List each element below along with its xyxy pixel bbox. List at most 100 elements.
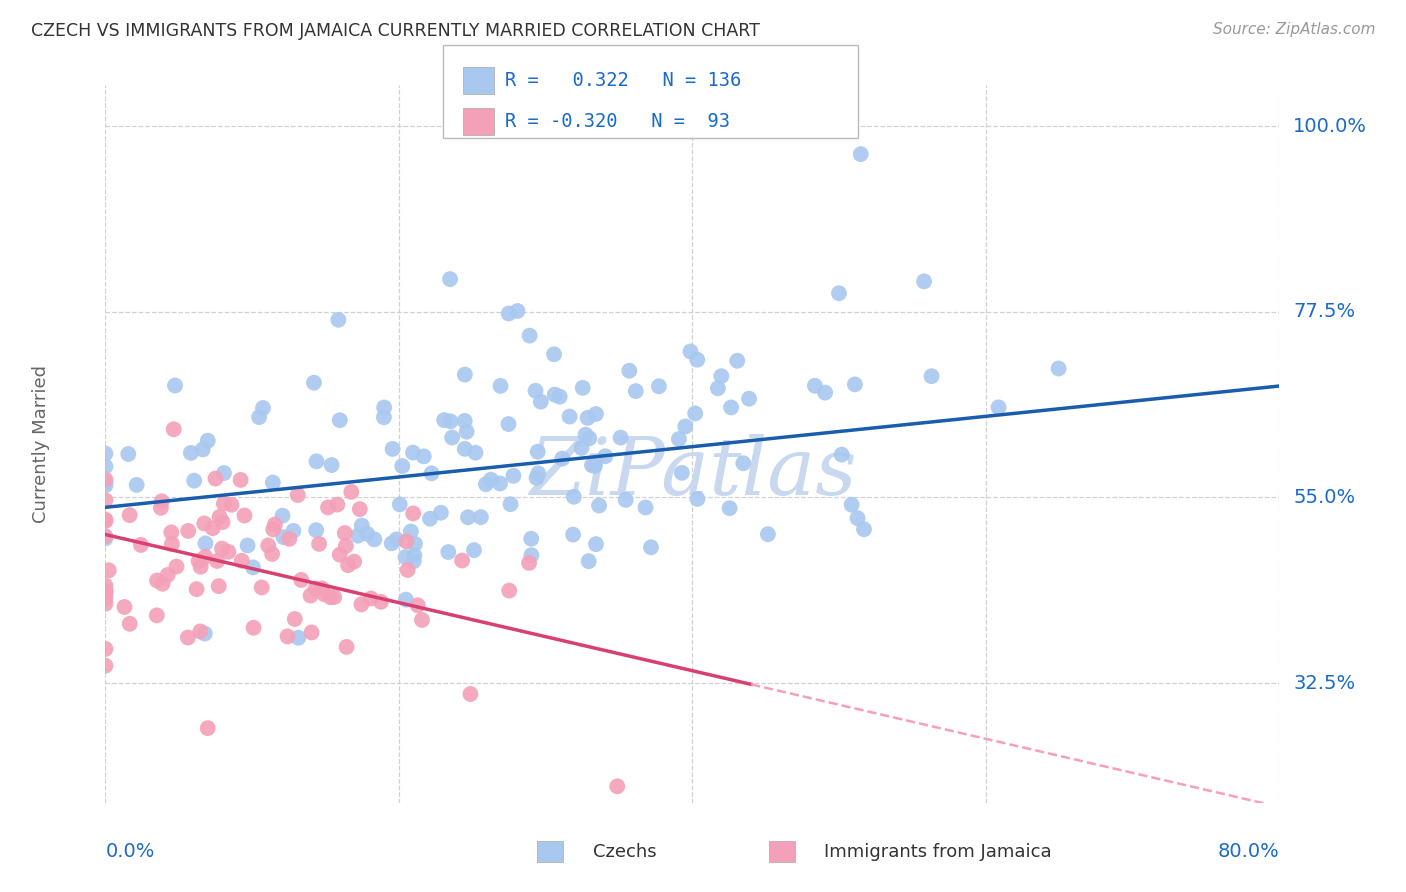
Point [117,447,139,461]
Point [94,641,117,656]
Point [118,616,141,631]
Point [319,591,342,605]
Point [323,590,346,604]
Point [321,458,343,472]
Point [363,533,385,547]
Point [335,640,357,654]
Point [831,448,853,462]
Point [146,608,169,623]
Point [94,529,117,543]
Point [97,563,120,577]
Point [578,554,600,568]
Point [299,589,322,603]
Point [756,527,779,541]
Point [208,510,231,524]
Point [301,625,323,640]
Text: R = -0.320   N =  93: R = -0.320 N = 93 [505,112,730,131]
Point [187,554,209,568]
Point [583,458,606,473]
Point [558,409,581,424]
Point [347,529,370,543]
Point [333,526,356,541]
Point [433,413,456,427]
Point [94,514,117,528]
Point [204,472,226,486]
Point [350,598,373,612]
Point [94,513,117,527]
Point [412,450,434,464]
Point [94,591,117,606]
Point [456,425,478,439]
Point [194,626,217,640]
Point [329,413,352,427]
Point [343,555,366,569]
Point [526,471,548,485]
Point [454,442,477,456]
Point [125,478,148,492]
Point [231,554,253,568]
Point [221,498,243,512]
Point [94,597,117,611]
Point [328,313,350,327]
Point [381,536,404,550]
Point [94,583,117,598]
Text: 32.5%: 32.5% [1294,673,1355,692]
Point [94,658,117,673]
Point [439,272,461,286]
Point [212,466,235,480]
Point [725,353,748,368]
Point [683,407,706,421]
Point [562,490,585,504]
Point [94,579,117,593]
Point [451,553,474,567]
Point [399,524,422,539]
Point [305,454,328,468]
Point [441,431,464,445]
Point [489,476,512,491]
Text: Czechs: Czechs [593,843,657,861]
Point [543,347,565,361]
Point [679,344,702,359]
Point [606,779,628,793]
Text: ZiPatlas: ZiPatlas [529,434,856,511]
Point [329,548,352,562]
Point [156,568,179,582]
Point [671,466,693,480]
Point [912,274,935,288]
Point [252,401,274,415]
Point [290,573,312,587]
Point [707,381,730,395]
Point [273,530,295,544]
Point [710,369,733,384]
Point [921,369,943,384]
Point [150,494,173,508]
Point [402,445,425,459]
Text: 100.0%: 100.0% [1294,117,1368,136]
Point [385,533,408,547]
Point [619,364,641,378]
Point [470,510,492,524]
Point [335,539,357,553]
Point [247,410,270,425]
Point [987,401,1010,415]
Point [499,497,522,511]
Point [94,583,117,598]
Text: Source: ZipAtlas.com: Source: ZipAtlas.com [1212,22,1375,37]
Point [524,384,547,398]
Point [94,586,117,600]
Point [526,444,548,458]
Point [212,497,235,511]
Point [208,579,231,593]
Text: 55.0%: 55.0% [1294,488,1355,507]
Point [308,537,330,551]
Point [517,556,540,570]
Point [585,537,607,551]
Point [191,442,214,457]
Point [527,467,550,481]
Point [498,583,520,598]
Text: Immigrants from Jamaica: Immigrants from Jamaica [824,843,1052,861]
Point [595,449,617,463]
Point [852,522,875,536]
Point [498,417,520,431]
Point [370,595,392,609]
